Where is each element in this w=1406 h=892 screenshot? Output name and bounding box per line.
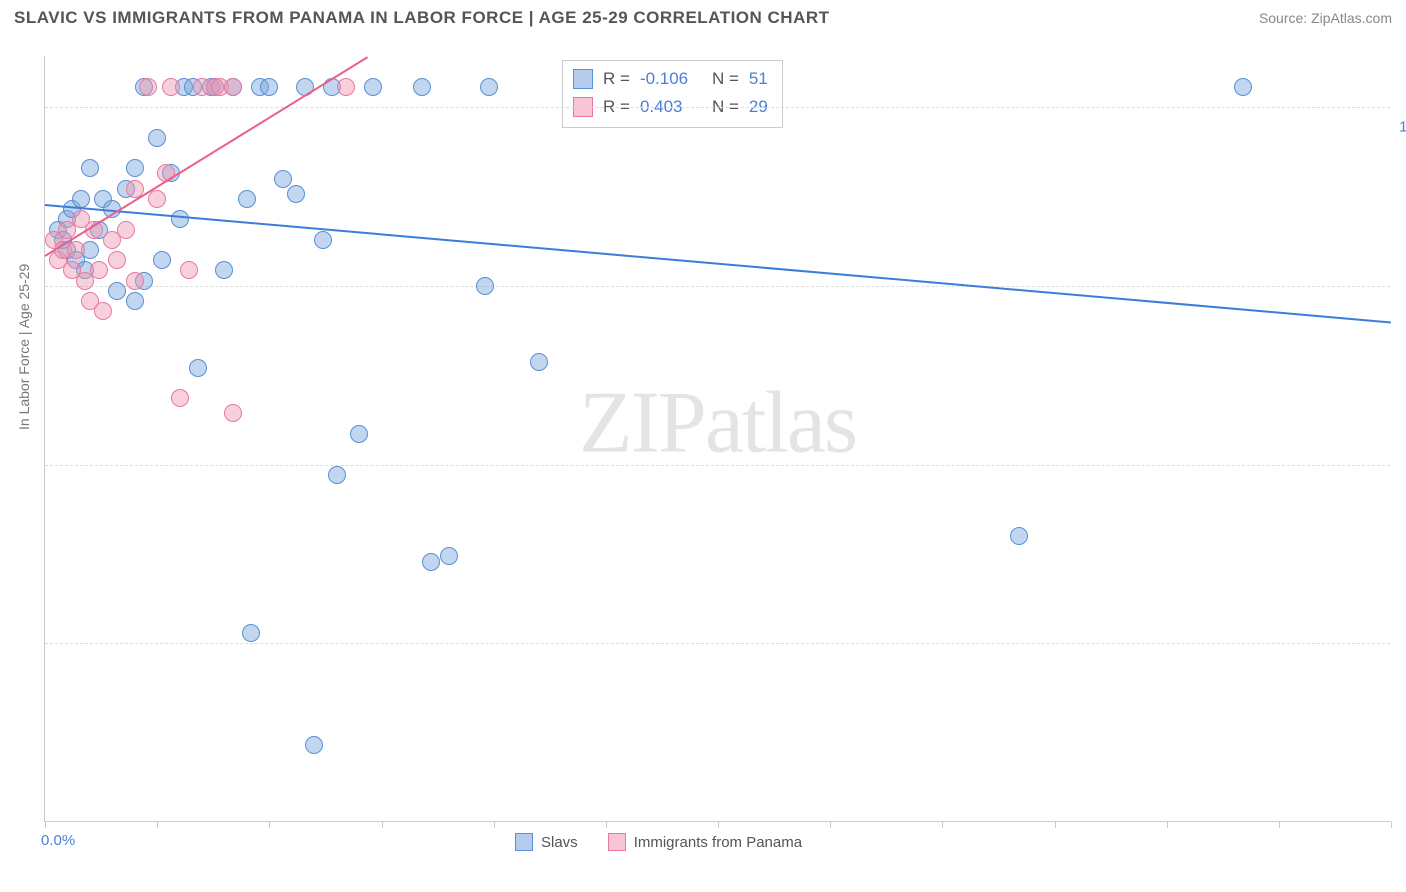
data-point xyxy=(337,78,355,96)
stats-row: R = -0.106 N = 51 xyxy=(573,65,768,93)
data-point xyxy=(67,241,85,259)
legend-swatch xyxy=(608,833,626,851)
data-point xyxy=(224,78,242,96)
data-point xyxy=(90,261,108,279)
data-point xyxy=(126,159,144,177)
stats-swatch xyxy=(573,69,593,89)
y-tick-label: 47.5% xyxy=(1394,655,1406,672)
data-point xyxy=(126,292,144,310)
stats-n-value: 51 xyxy=(749,65,768,93)
gridline xyxy=(45,107,1390,108)
x-tick xyxy=(494,821,495,828)
legend-label: Immigrants from Panama xyxy=(634,834,802,851)
data-point xyxy=(274,170,292,188)
data-point xyxy=(328,466,346,484)
x-tick xyxy=(269,821,270,828)
legend-swatch xyxy=(515,833,533,851)
y-tick-label: 82.5% xyxy=(1394,297,1406,314)
data-point xyxy=(242,624,260,642)
data-point xyxy=(413,78,431,96)
data-point xyxy=(440,547,458,565)
data-point xyxy=(480,78,498,96)
gridline xyxy=(45,286,1390,287)
gridline xyxy=(45,643,1390,644)
data-point xyxy=(530,353,548,371)
data-point xyxy=(139,78,157,96)
x-tick xyxy=(382,821,383,828)
gridline xyxy=(45,465,1390,466)
data-point xyxy=(171,389,189,407)
x-tick xyxy=(718,821,719,828)
x-tick xyxy=(830,821,831,828)
legend-label: Slavs xyxy=(541,834,578,851)
source-attribution: Source: ZipAtlas.com xyxy=(1259,10,1392,26)
data-point xyxy=(1234,78,1252,96)
data-point xyxy=(314,231,332,249)
data-point xyxy=(72,190,90,208)
data-point xyxy=(350,425,368,443)
data-point xyxy=(1010,527,1028,545)
data-point xyxy=(126,272,144,290)
scatter-chart: ZIPatlas R =-0.106N =51R =0.403N =29 Sla… xyxy=(44,56,1390,822)
stats-r-label: R = xyxy=(603,65,630,93)
correlation-stats-box: R =-0.106N =51R =0.403N =29 xyxy=(562,60,783,128)
x-tick xyxy=(157,821,158,828)
legend-item: Immigrants from Panama xyxy=(608,833,802,851)
watermark: ZIPatlas xyxy=(579,373,856,474)
stats-n-label: N = xyxy=(712,65,739,93)
data-point xyxy=(117,221,135,239)
data-point xyxy=(162,78,180,96)
data-point xyxy=(422,553,440,571)
data-point xyxy=(260,78,278,96)
y-tick-label: 65.0% xyxy=(1394,476,1406,493)
data-point xyxy=(94,302,112,320)
x-tick xyxy=(942,821,943,828)
x-tick xyxy=(45,821,46,828)
data-point xyxy=(81,159,99,177)
data-point xyxy=(148,129,166,147)
watermark-part-a: ZIP xyxy=(579,375,705,472)
x-axis-min-label: 0.0% xyxy=(41,832,75,849)
watermark-part-b: atlas xyxy=(705,375,856,472)
x-tick xyxy=(1279,821,1280,828)
x-tick xyxy=(606,821,607,828)
chart-legend: Slavs Immigrants from Panama xyxy=(515,833,802,851)
stats-r-value: -0.106 xyxy=(640,65,702,93)
data-point xyxy=(476,277,494,295)
trend-line xyxy=(45,204,1391,323)
x-tick xyxy=(1167,821,1168,828)
data-point xyxy=(108,251,126,269)
x-tick xyxy=(1055,821,1056,828)
data-point xyxy=(153,251,171,269)
data-point xyxy=(238,190,256,208)
data-point xyxy=(180,261,198,279)
y-tick-label: 100.0% xyxy=(1394,119,1406,136)
page-title: SLAVIC VS IMMIGRANTS FROM PANAMA IN LABO… xyxy=(14,8,830,28)
data-point xyxy=(224,404,242,422)
data-point xyxy=(287,185,305,203)
data-point xyxy=(171,210,189,228)
data-point xyxy=(305,736,323,754)
data-point xyxy=(215,261,233,279)
data-point xyxy=(364,78,382,96)
legend-item: Slavs xyxy=(515,833,578,851)
source-name: ZipAtlas.com xyxy=(1311,10,1392,26)
data-point xyxy=(148,190,166,208)
data-point xyxy=(189,359,207,377)
data-point xyxy=(108,282,126,300)
source-label: Source: xyxy=(1259,10,1311,26)
y-axis-label: In Labor Force | Age 25-29 xyxy=(16,264,32,430)
x-tick xyxy=(1391,821,1392,828)
